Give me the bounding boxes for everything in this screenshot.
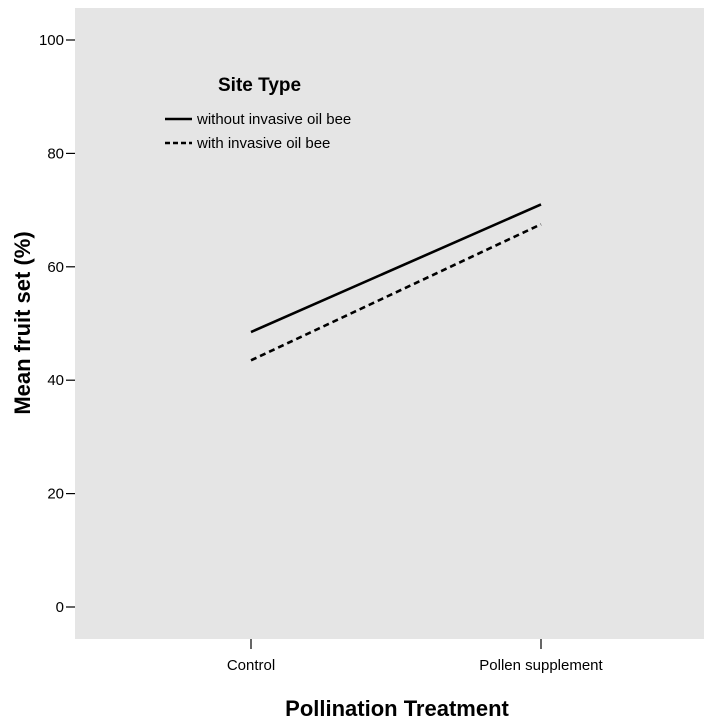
x-tick-label: Pollen supplement	[479, 657, 603, 674]
y-axis-title: Mean fruit set (%)	[10, 231, 35, 414]
legend-label: with invasive oil bee	[196, 135, 330, 152]
y-tick-label: 20	[47, 486, 64, 503]
series-line-with-invasive-oil-bee	[250, 223, 542, 362]
y-tick-label: 40	[47, 372, 64, 389]
x-axis: Control Pollen supplement	[227, 639, 604, 674]
y-tick-label: 80	[47, 145, 64, 162]
y-tick-label: 0	[56, 599, 64, 616]
legend: Site Type without invasive oil bee with i…	[165, 75, 351, 152]
y-axis: 0 20 40 60 80 100	[39, 32, 75, 616]
x-tick-label: Control	[227, 657, 275, 674]
x-axis-title: Pollination Treatment	[285, 696, 509, 721]
y-tick-label: 60	[47, 259, 64, 276]
legend-title: Site Type	[218, 75, 301, 96]
legend-label: without invasive oil bee	[196, 111, 351, 128]
legend-entries: without invasive oil bee with invasive oi…	[165, 111, 351, 152]
plot-area	[75, 8, 704, 639]
series-line-without-invasive-oil-bee	[250, 203, 542, 334]
series-lines	[250, 203, 542, 362]
y-tick-label: 100	[39, 32, 64, 49]
